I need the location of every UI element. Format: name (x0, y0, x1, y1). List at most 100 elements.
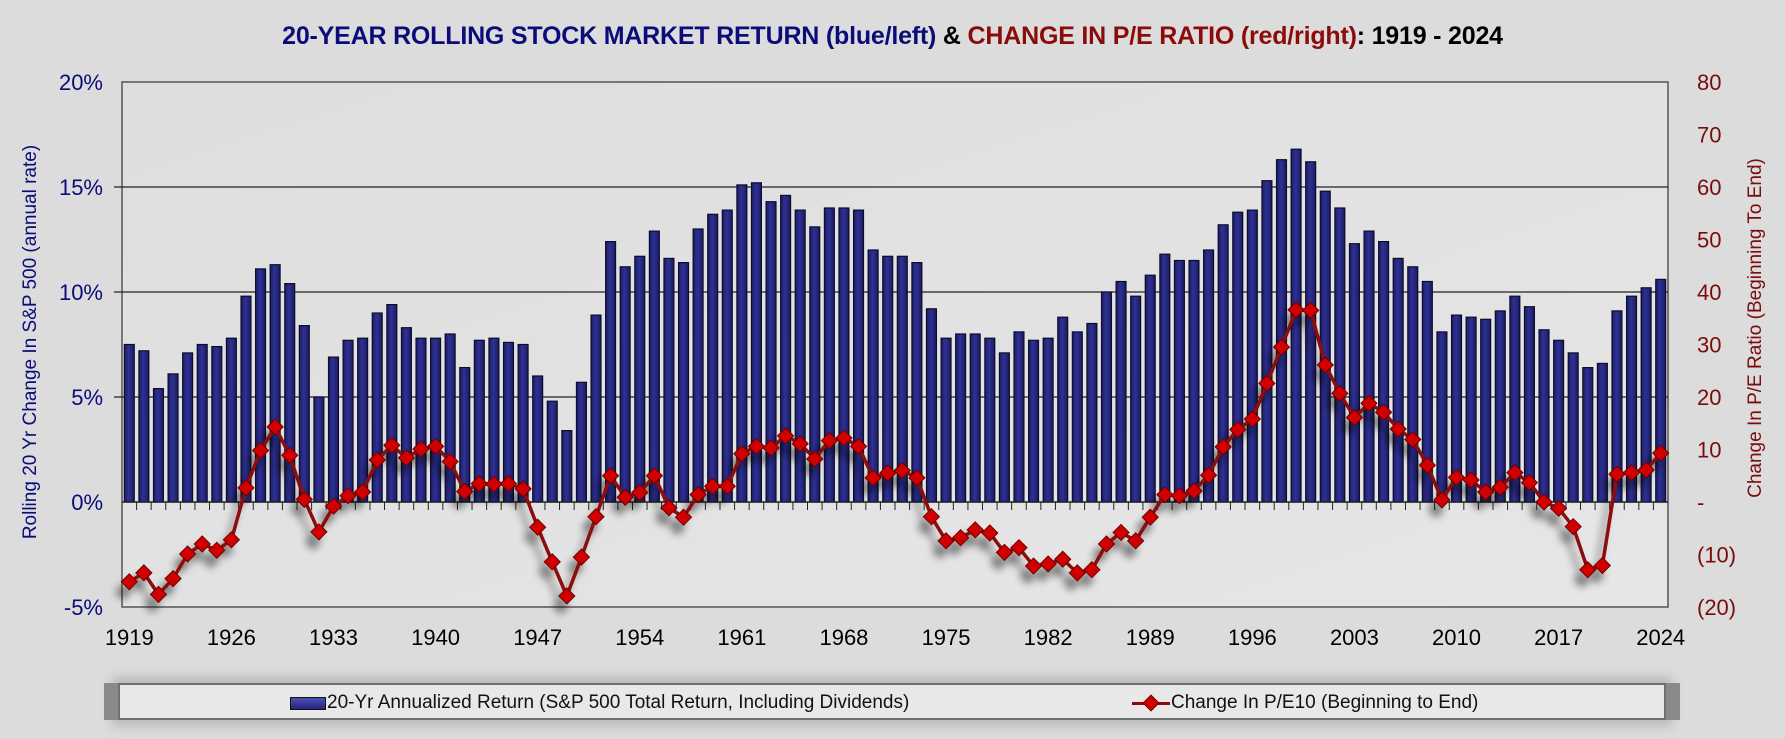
pe-marker-1957 (674, 508, 693, 526)
pe-marker-1942 (456, 482, 474, 501)
pe-marker-1953 (616, 488, 634, 506)
bar-1927 (240, 295, 252, 503)
right-tick-label: 10 (1697, 438, 1721, 463)
title-red-part: CHANGE IN P/E RATIO (red/right) (967, 22, 1357, 50)
bar-1929 (269, 264, 281, 503)
x-tick-label: 1996 (1228, 625, 1277, 650)
bar-1923 (182, 352, 194, 503)
pe-marker-1920 (135, 564, 153, 582)
bar-1955 (648, 230, 660, 503)
right-tick-label: (10) (1697, 543, 1736, 568)
left-axis-labels: 20% 15% 10% 5% 0% -5% (59, 70, 103, 620)
pe-marker-2024 (1652, 444, 1670, 462)
bar-1985 (1086, 322, 1098, 503)
bar-2020 (1596, 362, 1608, 503)
bar-1959 (707, 213, 719, 503)
x-tick-label: 1975 (922, 625, 971, 650)
pe-marker-2013 (1491, 478, 1509, 497)
pe-marker-1979 (995, 543, 1014, 562)
pe-marker-2004 (1360, 394, 1378, 413)
pe-marker-1954 (631, 483, 649, 502)
bar-1989 (1144, 274, 1156, 503)
bar-1965 (794, 209, 806, 503)
bar-1995 (1232, 211, 1244, 503)
right-axis-labels: 80 70 60 50 40 30 20 10 - (10) (20) (1697, 70, 1736, 620)
bar-1946 (517, 343, 529, 503)
pe-marker-1926 (222, 531, 241, 549)
bar-2013 (1494, 310, 1506, 503)
bar-1998 (1275, 159, 1288, 503)
x-tick-label: 1940 (411, 625, 460, 650)
pe-marker-1941 (441, 452, 459, 471)
bar-1947 (532, 375, 544, 503)
pe-marker-1958 (689, 485, 707, 504)
pe-marker-2015 (1520, 473, 1539, 492)
pe-marker-1991 (1170, 486, 1189, 505)
x-tick-label: 2003 (1330, 625, 1379, 650)
bar-1979 (998, 352, 1010, 503)
pe-marker-2022 (1622, 463, 1641, 482)
bar-1976 (955, 333, 967, 503)
pe-marker-1969 (849, 437, 868, 456)
pe-marker-1946 (514, 480, 532, 498)
bar-1928 (254, 268, 267, 503)
pe-marker-2020 (1593, 556, 1612, 575)
pe-marker-1929 (266, 418, 284, 436)
left-tick-label: 0% (71, 490, 103, 515)
bar-2002 (1334, 207, 1346, 503)
pe-marker-1972 (893, 461, 911, 480)
pe-marker-1999 (1287, 301, 1305, 319)
pe-marker-1939 (412, 440, 430, 458)
bar-2017 (1553, 339, 1565, 503)
x-tick-marks (136, 502, 1654, 510)
x-tick-label: 1947 (513, 625, 562, 650)
pe-marker-1974 (922, 507, 941, 526)
right-tick-label: 50 (1697, 228, 1721, 253)
x-axis-labels: 1919 1926 1933 1940 1947 1954 1961 1968 1975 1982… (105, 625, 1685, 650)
bar-1934 (342, 339, 354, 503)
bar-1994 (1217, 224, 1229, 503)
pe-marker-1964 (776, 427, 795, 445)
right-tick-label: 70 (1697, 123, 1721, 148)
right-tick-label: 80 (1697, 70, 1721, 95)
bar-1949 (561, 430, 573, 503)
bar-1952 (605, 241, 617, 503)
bar-1986 (1100, 291, 1113, 503)
pe-marker-2002 (1331, 384, 1349, 403)
bar-1990 (1159, 253, 1171, 503)
pe-marker-1934 (339, 486, 357, 505)
pe-marker-1935 (353, 483, 372, 501)
right-axis-title: Change In P/E Ratio (Beginning To End) (1745, 158, 1766, 498)
pe-marker-1985 (1083, 561, 1101, 579)
legend-bar-label: 20-Yr Annualized Return (S&P 500 Total R… (327, 692, 910, 713)
bar-1920 (138, 350, 150, 503)
bar-1919 (123, 343, 135, 503)
pe-marker-2021 (1608, 465, 1626, 483)
x-tick-label: 2017 (1534, 625, 1583, 650)
pe-marker-1930 (281, 446, 299, 464)
pe-marker-1919 (120, 573, 138, 591)
pe-marker-1947 (528, 518, 547, 536)
right-tick-label: 60 (1697, 175, 1721, 200)
pe-marker-2018 (1564, 517, 1582, 536)
pe-marker-1936 (368, 451, 386, 469)
bar-1996 (1246, 209, 1258, 503)
pe-marker-1996 (1243, 410, 1262, 428)
title-ampersand: & (936, 22, 968, 50)
pe-marker-1945 (499, 474, 518, 493)
pe-marker-2012 (1476, 483, 1495, 501)
pe-marker-2019 (1579, 561, 1597, 579)
pe-marker-2003 (1345, 408, 1364, 427)
bar-2019 (1582, 367, 1594, 503)
bar-1937 (386, 304, 398, 503)
bar-1970 (867, 249, 879, 503)
pe-marker-1975 (937, 532, 955, 550)
pe-marker-2001 (1316, 356, 1334, 374)
title-date-range: : 1919 - 2024 (1356, 22, 1503, 50)
pe-marker-1927 (237, 479, 255, 497)
bar-1926 (225, 337, 237, 503)
bar-1978 (984, 337, 996, 503)
pe-marker-1952 (601, 467, 620, 485)
bar-1932 (313, 396, 325, 503)
pe-marker-1990 (1156, 485, 1174, 504)
